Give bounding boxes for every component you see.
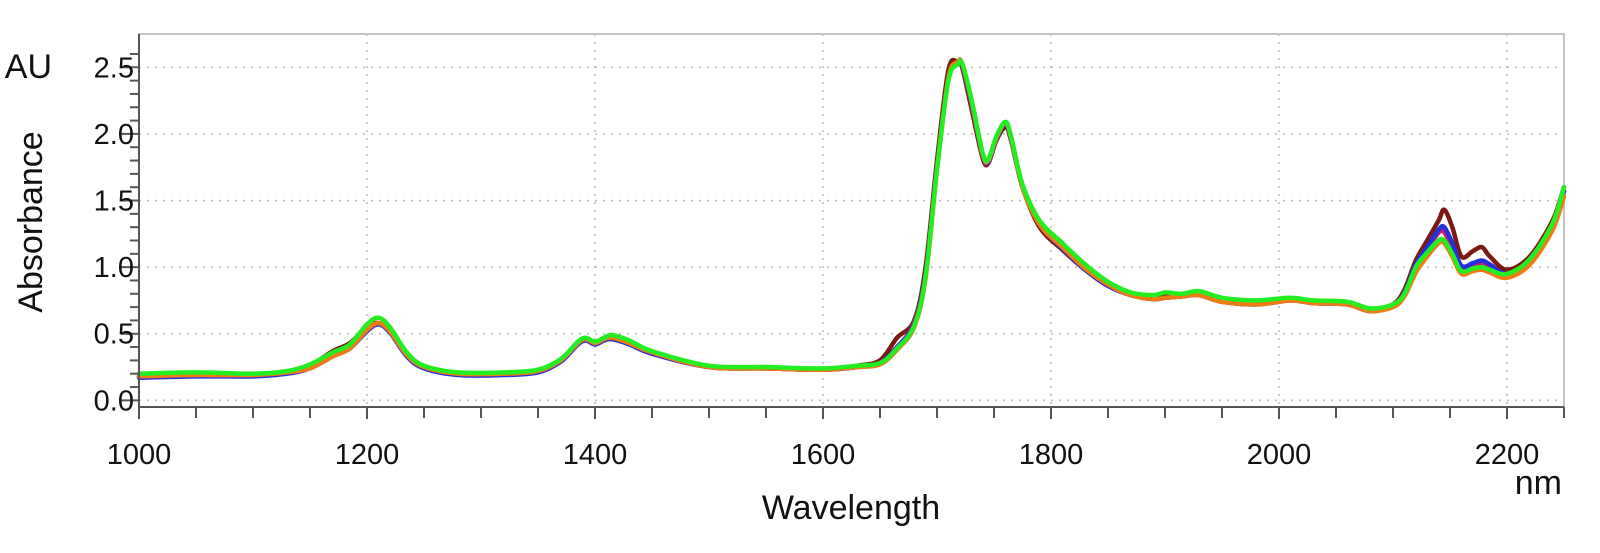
x-axis-title: Wavelength (762, 489, 940, 527)
x-tick-label: 2000 (1247, 439, 1312, 471)
plot-area (138, 33, 1565, 408)
x-tick-label: 1600 (791, 439, 856, 471)
y-tick-label: 2.5 (94, 52, 134, 84)
y-tick-label: 2.0 (94, 119, 134, 151)
axes (138, 34, 1564, 408)
series-line-sample-5 (136, 58, 1567, 376)
y-tick-label: 0.0 (94, 385, 134, 417)
x-tick-label: 1800 (1019, 439, 1084, 471)
y-ticks: 0.0 0.5 1.0 1.5 2.0 2.5 (94, 52, 139, 417)
y-tick-label: 0.5 (94, 319, 134, 351)
y-axis-title: Absorbance (12, 131, 50, 312)
x-tick-label: 1400 (563, 439, 628, 471)
y-unit-label: AU (5, 48, 52, 86)
x-tick-label: 1000 (107, 439, 172, 471)
x-tick-label: 2200 (1475, 439, 1540, 471)
x-unit-label: nm (1515, 464, 1562, 502)
y-tick-label: 1.5 (94, 186, 134, 218)
x-ticks: 1000 1200 1400 1600 1800 2000 2200 (107, 407, 1565, 471)
series-lines (136, 57, 1567, 380)
y-tick-label: 1.0 (94, 252, 134, 284)
x-tick-label: 1200 (335, 439, 400, 471)
gridlines (139, 34, 1564, 407)
